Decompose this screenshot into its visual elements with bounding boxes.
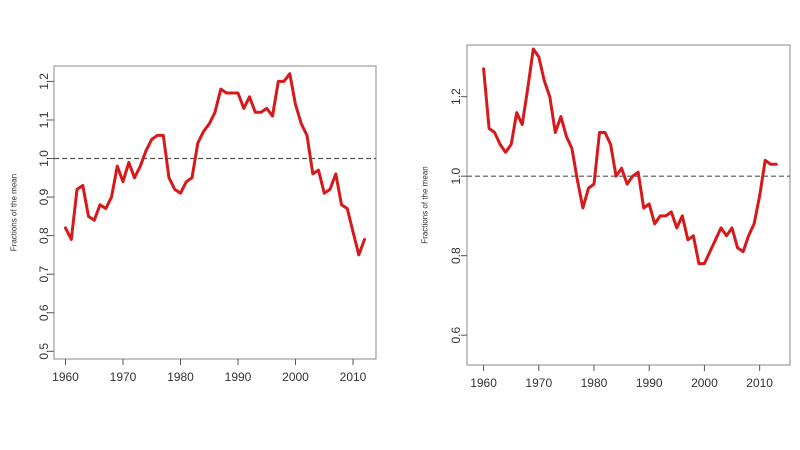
y-tick-label: 1.0 (449, 168, 463, 185)
x-tick-label: 1960 (52, 370, 79, 384)
x-tick-label: 1990 (636, 376, 663, 390)
y-tick-label: 0.5 (37, 343, 51, 360)
plot-frame (53, 65, 377, 360)
series-line (64, 72, 366, 257)
y-tick-label: 1.2 (449, 88, 463, 105)
y-axis-label: Fractions of the mean (421, 166, 430, 243)
x-tick-label: 1980 (167, 370, 194, 384)
y-tick-label: 1.2 (37, 73, 51, 90)
x-tick-label: 2000 (282, 370, 309, 384)
plot-frame (466, 44, 791, 366)
right-panel: 0.6 0.8 1.0 1.2 1960 1970 1980 1990 2000 2010 Frac… (421, 44, 791, 390)
y-tick-label: 0.8 (37, 227, 51, 244)
series-line (482, 47, 778, 266)
x-tick-label: 1980 (581, 376, 608, 390)
x-tick-label: 1970 (110, 370, 137, 384)
x-tick-label: 1990 (225, 370, 252, 384)
y-tick-label: 0.7 (37, 266, 51, 283)
x-tick-label: 2010 (746, 376, 773, 390)
x-tick-label: 1960 (470, 376, 497, 390)
x-tick-label: 2000 (691, 376, 718, 390)
y-tick-label: 0.6 (37, 304, 51, 321)
y-tick-label: 0.6 (449, 327, 463, 344)
y-axis-label: Fractions of the mean (10, 174, 19, 251)
y-tick-label: 1.1 (37, 111, 51, 128)
x-tick-label: 2010 (340, 370, 367, 384)
left-panel: 0.5 0.6 0.7 0.8 0.9 1.0 1.1 1.2 1960 1970 1980 1990… (10, 65, 377, 384)
x-tick-label: 1970 (525, 376, 552, 390)
y-tick-label: 0.9 (37, 188, 51, 205)
y-tick-label: 0.8 (449, 247, 463, 264)
y-tick-label: 1.0 (37, 150, 51, 167)
